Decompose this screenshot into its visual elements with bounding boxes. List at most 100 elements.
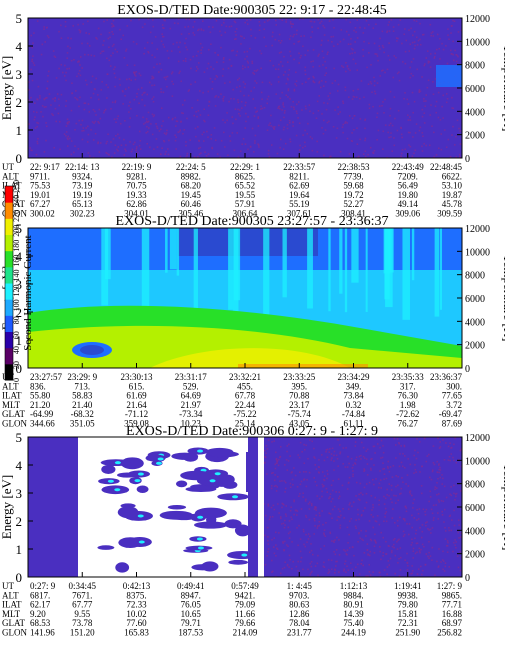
orbit-value: -73.34 [179,409,203,419]
orbit-value: 0:49:41 [177,581,205,591]
spectrogram-fill [78,437,462,577]
orbit-value: 60.46 [181,199,202,209]
orbit-value: 10.65 [181,609,202,619]
temperature-tick-label: 8000 [465,480,485,491]
spectrogram-fill [28,228,462,368]
orbit-row-label: MLT [2,400,21,410]
orbit-value: 23:36:37 [430,372,463,382]
orbit-value: 22:29: 1 [230,162,260,172]
colorbar-segment [5,347,13,365]
orbit-value: 309.59 [437,209,462,219]
panel-title: EXOS-D/TED Date:900305 22: 9:17 - 22:48:… [117,3,386,18]
orbit-value: -64.99 [30,409,54,419]
orbit-value: 10.02 [126,609,146,619]
energy-tick-label: 2 [16,95,23,110]
panel-2: EXOS-D/TED Date:900305 23:27:57 - 23:36:… [0,214,505,429]
orbit-value: 22:19: 9 [122,162,152,172]
orbit-value: 300. [446,381,462,391]
orbit-value: 23:27:57 [30,372,63,382]
orbit-value: 77.65 [442,391,463,401]
colorbar-tick-label: 180 [12,240,21,252]
energy-axis-label: Energy [eV] [0,475,14,539]
orbit-value: 67.27 [30,199,51,209]
orbit-value: 73.78 [72,618,93,628]
colorbar-label: Second Harmonic Current [22,235,34,350]
orbit-row-label: ILAT [2,181,22,191]
orbit-value: 1.98 [400,400,416,410]
orbit-value: 76.30 [398,391,419,401]
temperature-axis-label: Temperature [K] [501,464,505,551]
orbit-value: 53.10 [442,181,463,191]
orbit-value: 19.72 [343,190,363,200]
panel-title: EXOS-D/TED Date:900306 0:27: 9 - 1:27: 9 [126,424,378,439]
temperature-tick-label: 12000 [465,433,490,444]
orbit-value: 75.40 [343,618,364,628]
energy-tick-label: 3 [16,486,23,501]
orbit-value: 1:27: 9 [437,581,463,591]
orbit-value: 80.91 [343,600,363,610]
orbit-value: 836. [30,381,46,391]
orbit-row-label: GLAT [2,618,25,628]
orbit-value: 8625. [235,171,255,181]
temperature-tick-label: 4000 [465,526,485,537]
colorbar-segment [5,363,13,381]
energy-tick-label: 0 [16,361,23,376]
orbit-value: 67.77 [72,600,93,610]
colorbar-segment [5,331,13,349]
colorbar-tick-label: 80 [12,316,21,324]
orbit-value: 19.64 [289,190,310,200]
orbit-value: 19.45 [181,190,202,200]
orbit-value: 58.83 [72,391,93,401]
orbit-value: 23:34:29 [337,372,370,382]
orbit-row-label: GLON [2,209,27,219]
orbit-row-label: ALT [2,590,19,600]
orbit-value: 79.80 [398,600,419,610]
orbit-value: 304.01 [124,209,149,219]
colorbar-segment [5,250,13,268]
orbit-value: 15.81 [398,609,418,619]
orbit-value: 214.09 [233,628,258,638]
orbit-value: 22:14: 13 [65,162,100,172]
energy-tick-label: 5 [16,11,23,26]
energy-tick-label: 2 [16,305,23,320]
orbit-value: 231.77 [287,628,312,638]
orbit-value: 76.05 [181,600,202,610]
orbit-value: 0:57:49 [231,581,259,591]
orbit-value: 151.20 [70,628,95,638]
orbit-value: 344.66 [30,419,55,429]
temperature-tick-label: 2000 [465,550,485,561]
temperature-tick-label: 0 [465,364,470,375]
orbit-value: 9.20 [30,609,46,619]
temperature-tick-label: 12000 [465,14,490,25]
energy-tick-label: 4 [16,249,23,264]
orbit-value: 72.31 [398,618,418,628]
orbit-value: 0.32 [346,400,362,410]
orbit-value: 59.68 [343,181,364,191]
orbit-value: 8947. [181,590,201,600]
orbit-value: 9703. [289,590,309,600]
orbit-value: 615. [129,381,145,391]
orbit-value: 529. [183,381,199,391]
orbit-value: 1: 4:45 [287,581,313,591]
orbit-value: 62.86 [126,199,147,209]
colorbar-tick-label: 200 [12,225,21,237]
orbit-value: 72.33 [126,600,147,610]
orbit-value: 455. [237,381,253,391]
colorbar-segment [5,315,13,332]
orbit-value: 9324. [72,171,92,181]
orbit-value: 25.14 [235,419,256,429]
temperature-tick-label: 0 [465,573,470,584]
orbit-value: 70.88 [289,391,310,401]
colorbar-tick-label: 220 [12,210,21,222]
orbit-value: 1:19:41 [394,581,422,591]
orbit-value: 23:29: 9 [67,372,97,382]
energy-tick-label: 0 [16,151,23,166]
orbit-value: 61.11 [344,419,364,429]
orbit-value: 9938. [398,590,418,600]
colorbar-tick-label: 40 [12,346,21,354]
orbit-value: 64.69 [181,391,202,401]
energy-tick-label: 4 [16,458,23,473]
orbit-value: 57.91 [235,199,255,209]
orbit-value: 21.20 [30,400,51,410]
